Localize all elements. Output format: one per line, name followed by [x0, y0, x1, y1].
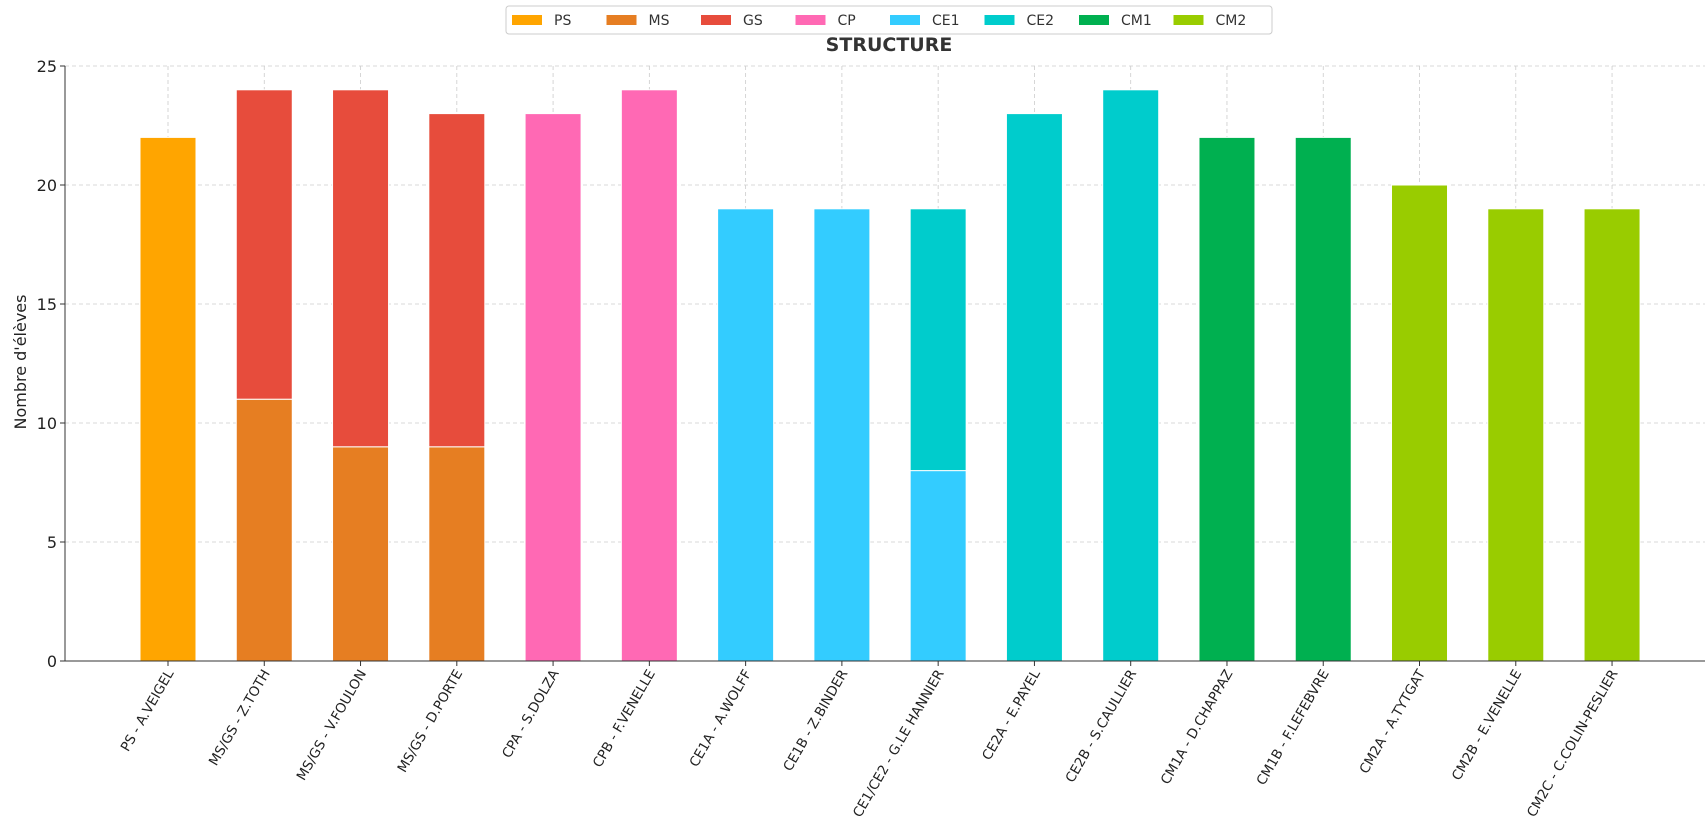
legend-label: PS [554, 13, 571, 29]
x-tick-label: CM1A - D.CHAPPAZ [1158, 667, 1237, 787]
bar-segment [524, 113, 582, 662]
chart-title: STRUCTURE [826, 34, 953, 56]
bars [139, 89, 1641, 662]
x-tick-label: CPB - F.VENELLE [590, 667, 659, 770]
legend-label: CE2 [1027, 13, 1055, 29]
bar-segment [620, 89, 678, 662]
legend-swatch [795, 15, 826, 25]
legend-swatch [512, 15, 542, 25]
legend-swatch [1173, 15, 1204, 25]
bar-segment [1487, 208, 1545, 662]
y-tick-label: 0 [47, 652, 57, 671]
x-tick-label: CE2B - S.CAULLIER [1063, 667, 1141, 786]
legend-swatch [890, 15, 920, 25]
bar-segment [909, 208, 967, 472]
x-tick-label: CM1B - F.LEFEBVRE [1254, 667, 1333, 788]
bar-segment [332, 446, 390, 662]
legend-label: CE1 [932, 13, 960, 29]
y-tick-label: 10 [37, 414, 57, 433]
legend-frame [505, 5, 1273, 35]
y-tick-label: 20 [37, 176, 57, 195]
legend-label: MS [649, 13, 670, 29]
x-tick-label: CE1/CE2 - G.LE HANNIER [850, 667, 948, 820]
y-tick-label: 15 [37, 295, 57, 314]
x-tick-label: MS/GS - D.PORTE [394, 667, 466, 775]
x-tick-label: MS/GS - V.FOULON [294, 667, 370, 783]
legend-swatch [1079, 15, 1109, 25]
x-tick-label: CPA - S.DOLZA [499, 666, 563, 761]
bar-segment [235, 89, 293, 400]
x-tick-label: CE1B - Z.BINDER [780, 667, 851, 774]
x-tick-label: MS/GS - Z.TOTH [206, 667, 274, 769]
bar-segment [717, 208, 775, 662]
bar-segment [428, 446, 486, 662]
bar-segment [1391, 184, 1449, 662]
y-tick-labels: 0 5 10 15 20 25 [37, 57, 57, 671]
legend-swatch [701, 15, 731, 25]
bar-segment [1005, 113, 1063, 662]
x-tick-label: CE1A - A.WOLFF [686, 667, 755, 770]
y-tick-label: 25 [37, 57, 57, 76]
bar-segment [1102, 89, 1160, 662]
y-tick-label: 5 [47, 533, 57, 552]
axes [60, 65, 1705, 666]
bar-segment [428, 113, 486, 448]
bar-segment [235, 398, 293, 662]
bar-segment [1583, 208, 1641, 662]
x-tick-label: PS - A.VEIGEL [118, 667, 178, 755]
legend-swatch [606, 15, 637, 25]
bar-segment [1198, 136, 1256, 662]
legend-swatch [984, 15, 1015, 25]
legend: PS MS GS CP CE1 CE2 CM1 CM2 [505, 5, 1273, 35]
x-tick-label: CM2A - A.TYTGAT [1356, 666, 1429, 776]
legend-label: CM1 [1121, 13, 1152, 29]
bar-segment [909, 470, 967, 662]
bar-segment [139, 136, 197, 662]
bar-segment [813, 208, 871, 662]
x-tick-labels: PS - A.VEIGEL MS/GS - Z.TOTH MS/GS - V.FOU… [118, 666, 1622, 820]
x-tick-label: CM2B - E.VENELLE [1449, 667, 1525, 783]
bar-segment [1294, 136, 1352, 662]
legend-label: CM2 [1216, 13, 1247, 29]
x-tick-label: CM2C - C.COLIN-PESLIER [1524, 667, 1622, 820]
bar-segment [332, 89, 390, 448]
x-tick-label: CE2A - E.PAYEL [979, 667, 1044, 764]
y-axis-label: Nombre d'élèves [11, 295, 30, 430]
grid-lines [65, 65, 1705, 661]
legend-label: GS [743, 13, 763, 29]
legend-label: CP [838, 13, 856, 29]
